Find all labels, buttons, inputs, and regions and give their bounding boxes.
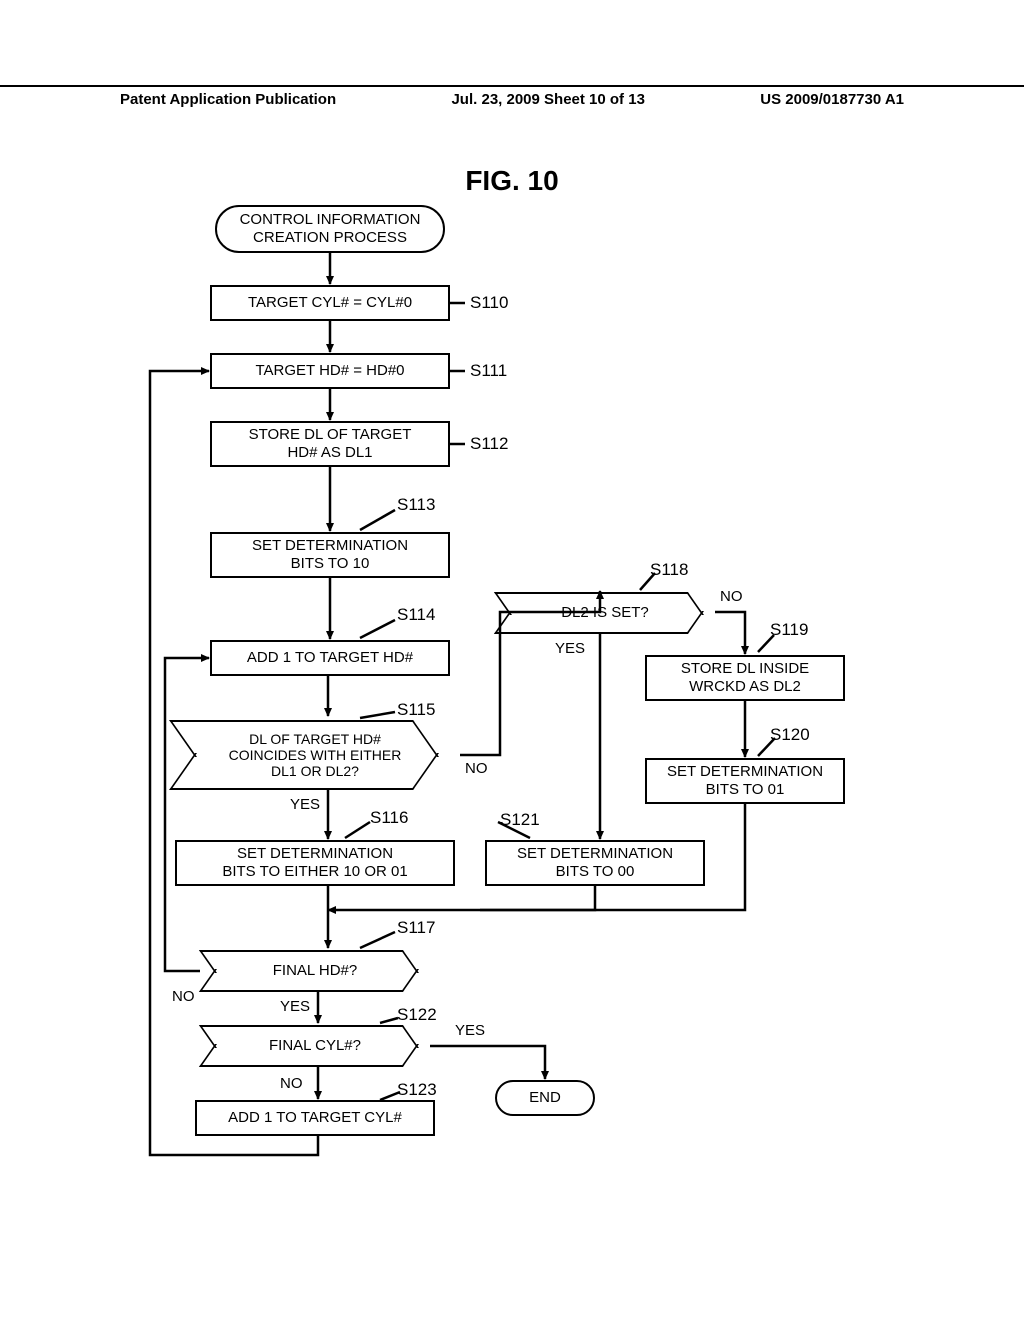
- start-label: CONTROL INFORMATION CREATION PROCESS: [240, 211, 421, 247]
- label-s115: S115: [397, 700, 435, 720]
- s115-yes: YES: [290, 796, 320, 813]
- label-s112: S112: [470, 434, 508, 454]
- process-s121: SET DETERMINATION BITS TO 00: [485, 840, 705, 886]
- s115-no: NO: [465, 760, 488, 777]
- s111-text: TARGET HD# = HD#0: [255, 362, 404, 380]
- figure-title: FIG. 10: [465, 165, 558, 197]
- decision-s117: FINAL HD#?: [215, 950, 415, 992]
- label-s111: S111: [470, 361, 507, 381]
- label-s120: S120: [770, 725, 810, 745]
- s117-text: FINAL HD#?: [215, 950, 415, 992]
- process-s111: TARGET HD# = HD#0: [210, 353, 450, 389]
- label-s118: S118: [650, 560, 688, 580]
- label-s114: S114: [397, 605, 435, 625]
- s110-text: TARGET CYL# = CYL#0: [248, 294, 412, 312]
- s121-text: SET DETERMINATION BITS TO 00: [517, 845, 673, 881]
- s122-text: FINAL CYL#?: [215, 1025, 415, 1067]
- label-s119: S119: [770, 620, 808, 640]
- flowchart-arrows: [0, 0, 1024, 1320]
- label-s123: S123: [397, 1080, 437, 1100]
- process-s112: STORE DL OF TARGET HD# AS DL1: [210, 421, 450, 467]
- s112-text: STORE DL OF TARGET HD# AS DL1: [249, 426, 412, 462]
- process-s119: STORE DL INSIDE WRCKD AS DL2: [645, 655, 845, 701]
- s117-no: NO: [172, 988, 195, 1005]
- s122-no: NO: [280, 1075, 303, 1092]
- s113-text: SET DETERMINATION BITS TO 10: [252, 537, 408, 573]
- header-right: US 2009/0187730 A1: [760, 91, 904, 108]
- s114-text: ADD 1 TO TARGET HD#: [247, 649, 413, 667]
- process-s113: SET DETERMINATION BITS TO 10: [210, 532, 450, 578]
- process-s114: ADD 1 TO TARGET HD#: [210, 640, 450, 676]
- label-s122: S122: [397, 1005, 437, 1025]
- s118-yes: YES: [555, 640, 585, 657]
- header-center: Jul. 23, 2009 Sheet 10 of 13: [451, 91, 644, 108]
- s123-text: ADD 1 TO TARGET CYL#: [228, 1109, 402, 1127]
- process-s123: ADD 1 TO TARGET CYL#: [195, 1100, 435, 1136]
- decision-s118: DL2 IS SET?: [510, 592, 700, 634]
- s120-text: SET DETERMINATION BITS TO 01: [667, 763, 823, 799]
- end-label: END: [529, 1089, 561, 1107]
- decision-s115: DL OF TARGET HD# COINCIDES WITH EITHER D…: [195, 720, 435, 790]
- s118-no: NO: [720, 588, 743, 605]
- terminator-start: CONTROL INFORMATION CREATION PROCESS: [215, 205, 445, 253]
- header-left: Patent Application Publication: [120, 91, 336, 108]
- label-s116: S116: [370, 808, 408, 828]
- label-s113: S113: [397, 495, 435, 515]
- terminator-end: END: [495, 1080, 595, 1116]
- page-header: Patent Application Publication Jul. 23, …: [0, 85, 1024, 108]
- s119-text: STORE DL INSIDE WRCKD AS DL2: [681, 660, 809, 696]
- label-s110: S110: [470, 293, 508, 313]
- s122-yes: YES: [455, 1022, 485, 1039]
- process-s120: SET DETERMINATION BITS TO 01: [645, 758, 845, 804]
- decision-s122: FINAL CYL#?: [215, 1025, 415, 1067]
- s117-yes: YES: [280, 998, 310, 1015]
- s118-text: DL2 IS SET?: [510, 592, 700, 634]
- label-s117: S117: [397, 918, 435, 938]
- process-s110: TARGET CYL# = CYL#0: [210, 285, 450, 321]
- s116-text: SET DETERMINATION BITS TO EITHER 10 OR 0…: [222, 845, 407, 881]
- process-s116: SET DETERMINATION BITS TO EITHER 10 OR 0…: [175, 840, 455, 886]
- s115-text: DL OF TARGET HD# COINCIDES WITH EITHER D…: [195, 720, 435, 790]
- label-s121: S121: [500, 810, 540, 830]
